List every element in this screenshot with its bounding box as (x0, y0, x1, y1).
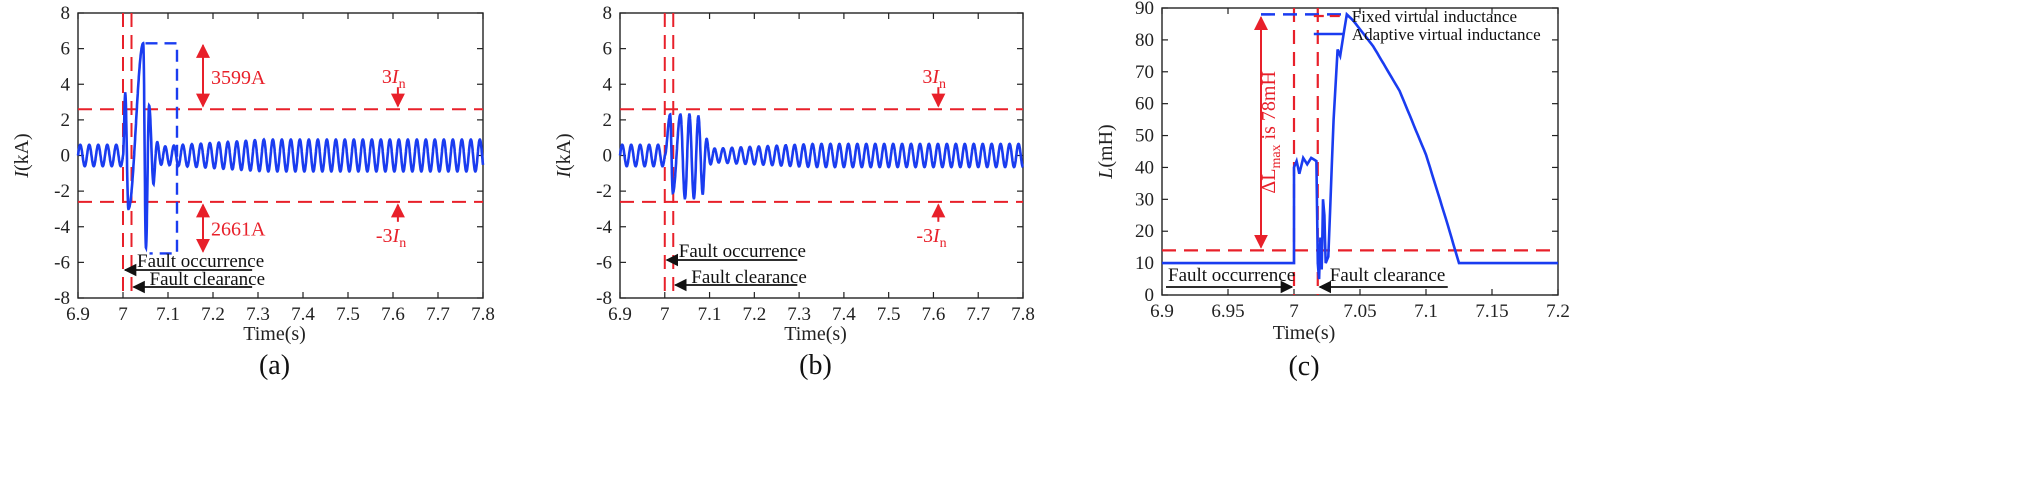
x-tick-label: 7.6 (922, 304, 946, 325)
chart-a-x-axis-label: Time(s) (243, 323, 306, 345)
y-tick-label: 2 (61, 110, 71, 131)
x-tick-label: 7.2 (1546, 301, 1570, 322)
x-tick-label: 7 (1289, 301, 1299, 322)
chart-b-thresholds (620, 87, 1023, 222)
y-tick-label: -8 (596, 288, 612, 309)
chart-a-axes: 6.9 7 7.1 7.2 7.3 7.4 7.5 7.6 7.7 7.8 8 6 4 2 0 -2 -4 -6 -… (54, 3, 495, 325)
chart-c-fault-occurrence-label: Fault occurrence (1168, 265, 1295, 286)
x-tick-label: 7.5 (336, 304, 360, 325)
y-tick-label: 4 (603, 74, 613, 95)
chart-a-caption: (a) (259, 350, 290, 381)
chart-b-current-line (618, 112, 1024, 200)
x-tick-label: 7.6 (381, 304, 405, 325)
y-tick-label: 70 (1135, 62, 1154, 83)
chart-b-y-axis-label: I(kA) (553, 133, 575, 178)
y-tick-label: 0 (61, 146, 71, 167)
y-tick-label: 6 (603, 39, 613, 60)
chart-c-delta-label: ΔLmax is 78mH (1258, 71, 1284, 194)
chart-a: 6.9 7 7.1 7.2 7.3 7.4 7.5 7.6 7.7 7.8 8 6 4 2 0 -2 -4 -6 -… (11, 3, 495, 381)
y-tick-label: 30 (1135, 189, 1154, 210)
y-tick-label: 0 (603, 146, 613, 167)
chart-c-fault-lines (1166, 8, 1448, 295)
x-tick-label: 7 (660, 304, 670, 325)
x-tick-label: 6.9 (1150, 301, 1174, 322)
y-tick-label: -4 (54, 217, 70, 238)
y-tick-label: 50 (1135, 126, 1154, 147)
y-tick-label: -8 (54, 288, 70, 309)
chart-c-caption: (c) (1288, 351, 1319, 382)
y-tick-label: 2 (603, 110, 613, 131)
chart-a-y-axis-label: I(kA) (11, 133, 33, 178)
chart-c-fault-clearance-label: Fault clearance (1330, 265, 1446, 286)
x-tick-label: 7.8 (471, 304, 495, 325)
chart-c: 6.9 6.95 7 7.05 7.1 7.15 7.2 90 80 70 60 50 40 30 20 10… (1095, 0, 1570, 382)
plot-frame (1161, 7, 1559, 296)
y-tick-label: -4 (596, 217, 612, 238)
x-tick-label: 7.1 (1414, 301, 1438, 322)
y-tick-label: 6 (61, 39, 71, 60)
x-tick-label: 7.05 (1343, 301, 1376, 322)
x-tick-label: 7 (118, 304, 128, 325)
chart-b-caption: (b) (799, 350, 832, 381)
y-tick-label: 8 (61, 3, 71, 24)
chart-c-axes: 6.9 6.95 7 7.05 7.1 7.15 7.2 90 80 70 60 50 40 30 20 10… (1135, 0, 1570, 322)
chart-a-upper-threshold-label: 3In (382, 66, 406, 92)
chart-a-annotations: 3599A 2661A 3In -3In Fault occurrence Fa… (137, 66, 406, 290)
chart-b-upper-threshold-label: 3In (922, 66, 946, 92)
y-tick-label: 20 (1135, 221, 1154, 242)
chart-b-x-axis-label: Time(s) (784, 323, 847, 345)
y-tick-label: 4 (61, 74, 71, 95)
x-tick-label: 7.1 (698, 304, 722, 325)
chart-a-overshoot-lower-label: 2661A (211, 219, 266, 241)
x-tick-label: 6.95 (1211, 301, 1244, 322)
chart-a-current-line (76, 41, 485, 253)
y-tick-label: 40 (1135, 157, 1154, 178)
chart-c-legend: Fixed virtual inductance Adaptive virtua… (1313, 7, 1541, 44)
x-tick-label: 7.3 (246, 304, 270, 325)
legend-label-adaptive: Adaptive virtual inductance (1352, 25, 1541, 44)
y-tick-label: -2 (596, 181, 612, 202)
x-tick-label: 7.7 (966, 304, 990, 325)
x-tick-label: 6.9 (608, 304, 632, 325)
y-tick-label: 90 (1135, 0, 1154, 19)
chart-b-fault-clearance-label: Fault clearance (691, 267, 807, 288)
chart-a-fault-occurrence-label: Fault occurrence (137, 251, 264, 272)
chart-a-overshoot-bracket (145, 42, 210, 255)
x-tick-label: 7.5 (877, 304, 901, 325)
x-tick-label: 7.15 (1475, 301, 1508, 322)
chart-b: 6.9 7 7.1 7.2 7.3 7.4 7.5 7.6 7.7 7.8 8 6 4 2 0 -2 -4 -6 -… (553, 3, 1035, 381)
legend-label-fixed: Fixed virtual inductance (1352, 7, 1517, 26)
chart-a-lower-threshold-label: -3In (376, 225, 406, 251)
bracket-outline (145, 42, 179, 255)
chart-a-fault-lines (122, 13, 253, 298)
chart-c-y-axis-label: L(mH) (1095, 124, 1117, 179)
chart-b-axes: 6.9 7 7.1 7.2 7.3 7.4 7.5 7.6 7.7 7.8 8 6 4 2 0 -2 -4 -6 -… (596, 3, 1035, 325)
x-tick-label: 7.4 (291, 304, 315, 325)
x-tick-label: 7.7 (426, 304, 450, 325)
chart-a-overshoot-upper-label: 3599A (211, 67, 266, 89)
x-tick-label: 7.8 (1011, 304, 1035, 325)
x-tick-label: 6.9 (66, 304, 90, 325)
y-tick-label: 0 (1145, 285, 1155, 306)
x-tick-label: 7.3 (787, 304, 811, 325)
x-tick-label: 7.1 (156, 304, 180, 325)
chart-c-x-axis-label: Time(s) (1273, 322, 1336, 344)
y-tick-label: -6 (54, 252, 70, 273)
y-tick-label: 60 (1135, 94, 1154, 115)
y-tick-label: 10 (1135, 253, 1154, 274)
chart-b-fault-occurrence-label: Fault occurrence (679, 241, 806, 262)
x-tick-label: 7.4 (832, 304, 856, 325)
chart-b-lower-threshold-label: -3In (916, 225, 946, 251)
x-tick-label: 7.2 (201, 304, 225, 325)
y-tick-label: -6 (596, 252, 612, 273)
chart-b-annotations: 3In -3In Fault occurrence Fault clearanc… (679, 66, 947, 288)
x-tick-label: 7.2 (742, 304, 766, 325)
y-tick-label: 80 (1135, 30, 1154, 51)
y-tick-label: -2 (54, 181, 70, 202)
chart-c-adaptive-inductance-line (1162, 11, 1558, 280)
chart-a-fault-clearance-label: Fault clearance (150, 269, 266, 290)
y-tick-label: 8 (603, 3, 613, 24)
